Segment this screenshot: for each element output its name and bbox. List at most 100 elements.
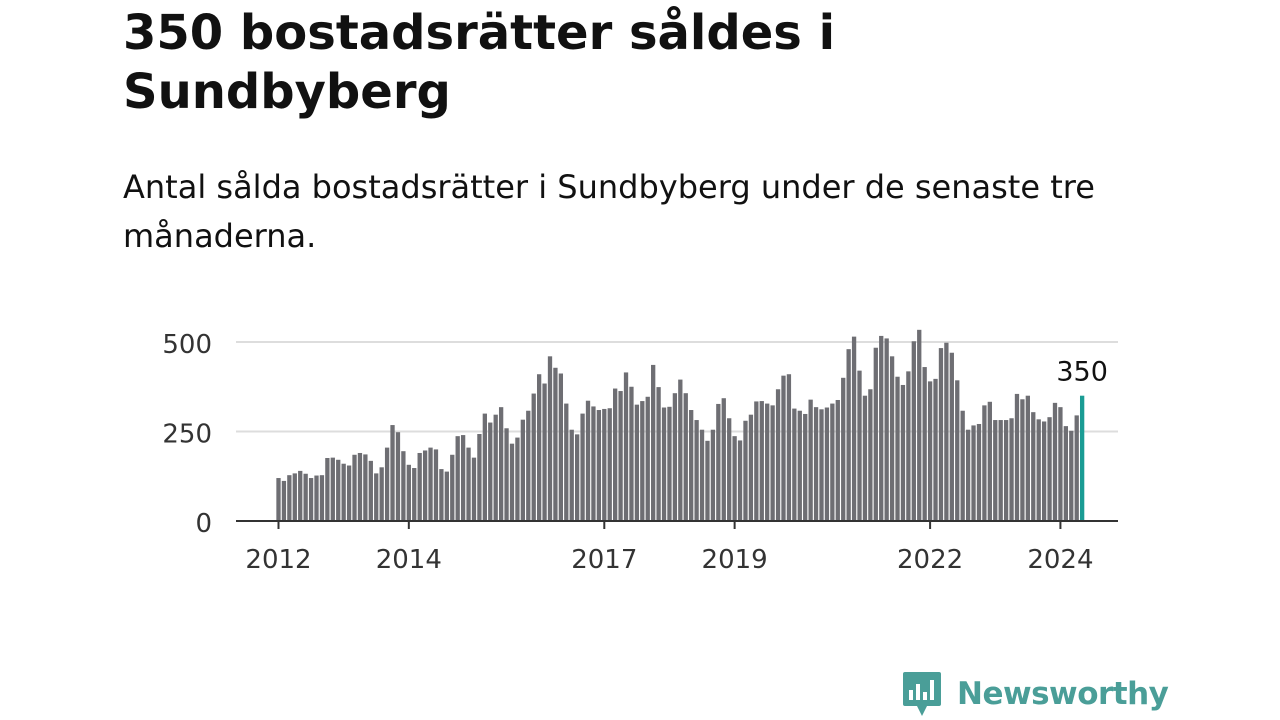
bar [509,443,515,521]
bar [786,374,792,521]
bar [792,408,797,521]
bar [971,425,976,521]
bar [1003,420,1009,521]
bar [455,436,460,521]
bar [955,380,960,521]
chart-title: 350 bostadsrätter såldes i Sundbyberg [123,5,836,120]
bar [422,450,428,521]
bar [553,367,558,521]
bar [526,410,531,521]
bar [889,356,895,521]
bar [325,457,330,521]
bar [949,352,954,521]
bar [678,379,683,521]
bar [1020,399,1025,521]
bar [379,467,384,521]
bar [830,403,835,521]
bar [276,478,281,521]
bar [623,372,629,521]
bar [651,364,656,521]
bar [314,475,319,521]
bar [705,440,710,521]
bar [879,335,884,521]
bar [661,407,667,521]
bar [303,473,308,521]
chart-subtitle: Antal sålda bostadsrätter i Sundbyberg u… [123,168,1095,255]
bar [336,459,341,521]
bar [1009,418,1014,521]
bar [841,377,846,521]
bar [439,469,444,521]
bar [927,381,933,521]
bar [575,434,580,521]
highlight-bar [1079,395,1085,521]
bar [976,423,982,521]
bar [645,396,650,521]
bar [580,413,585,521]
bar [613,388,618,521]
x-tick-label: 2022 [897,545,963,575]
bar [765,403,770,521]
bar [743,420,748,521]
bar [591,406,596,521]
bar [699,429,705,521]
bar [748,414,754,521]
bar [515,437,520,521]
newsworthy-logo: Newsworthy [901,670,1169,718]
bar [395,432,401,521]
bar [1069,430,1074,521]
bar [797,410,802,521]
bar [851,336,857,521]
bar [694,420,699,521]
brand-name: Newsworthy [957,676,1169,712]
bar [781,375,786,521]
bar [477,434,482,521]
bar [319,475,325,521]
bar [585,400,591,521]
newsworthy-logo-icon [903,672,941,716]
bar [987,401,992,521]
bar [906,371,911,521]
bar [352,454,357,521]
bar [520,419,525,521]
bar [737,440,743,521]
bar [634,404,640,521]
bar [1041,421,1047,521]
bar [569,429,574,521]
bar [536,374,542,521]
bar [900,384,906,521]
bar [1052,402,1058,521]
bar [374,473,379,521]
bar [933,378,938,521]
bar [547,356,553,521]
x-tick-label: 2012 [245,545,311,575]
bar [672,393,678,521]
bar [965,429,971,521]
bar [1014,393,1020,521]
bar [406,464,411,521]
bar [938,348,944,521]
bar [281,480,287,521]
bar [721,398,726,521]
bar [862,395,868,521]
bar [607,408,612,521]
bar [618,391,623,521]
bar [824,407,830,521]
bar [292,473,297,521]
bar [629,386,634,521]
bar [1047,417,1052,521]
bar [531,393,536,521]
bar [341,463,346,521]
bar [808,399,813,521]
bar [602,408,607,521]
bar [873,347,878,521]
bar [759,401,764,521]
bar [775,389,781,521]
bar [412,468,417,521]
bar [640,401,645,521]
bar [689,410,694,521]
bar [401,451,406,521]
bar [716,403,721,521]
x-tick-label: 2014 [376,545,442,575]
